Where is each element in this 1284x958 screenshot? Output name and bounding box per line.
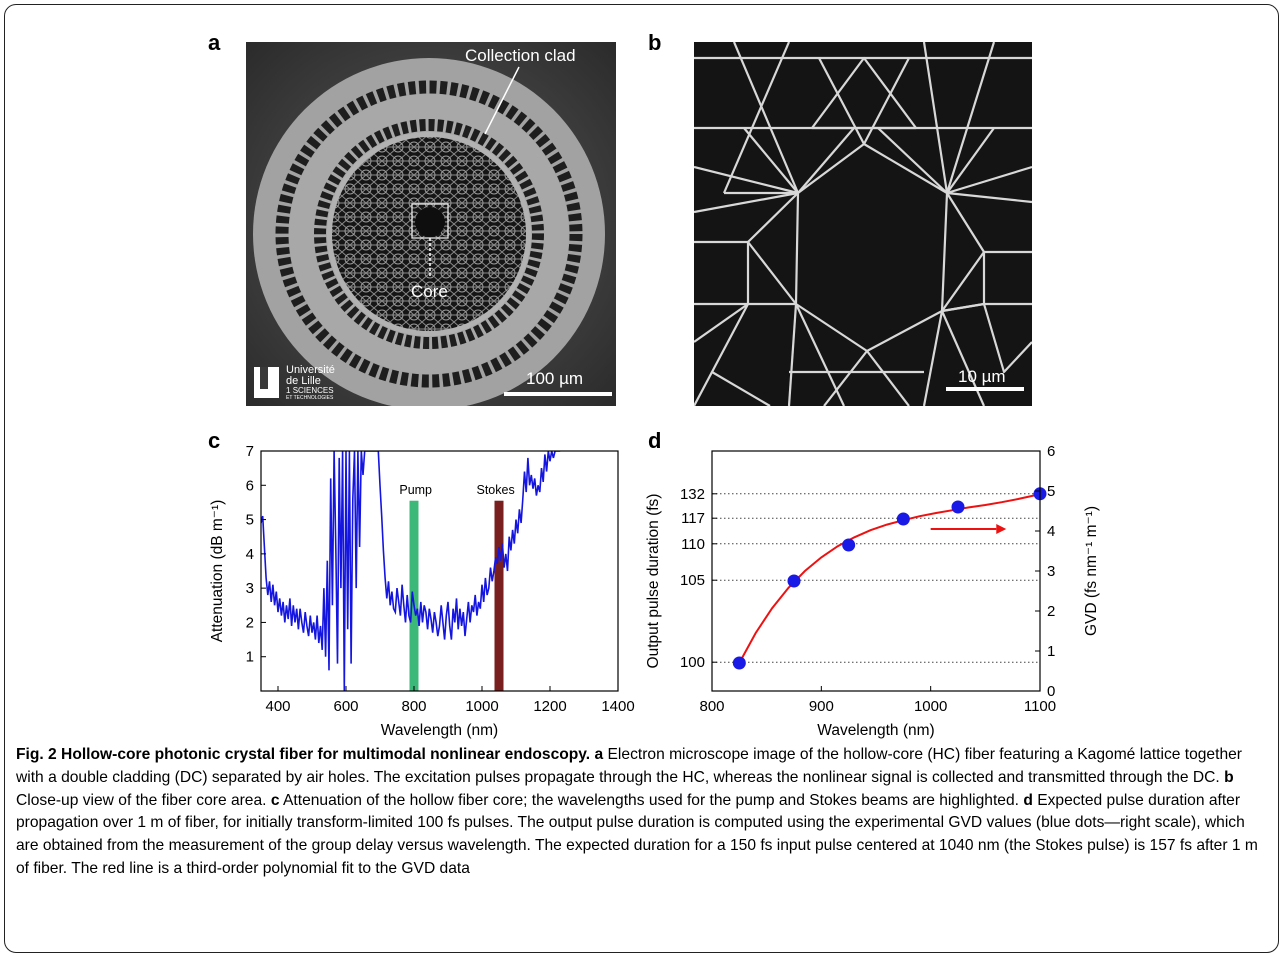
gvd-point: [951, 500, 965, 514]
scalebar-a-label: 100 µm: [526, 369, 584, 388]
y-tick-label-c: 6: [246, 477, 254, 494]
right-scale-arrow-head: [996, 524, 1007, 534]
university-logo-text: Université de Lille 1 SCIENCES ET TECHNO…: [286, 364, 335, 402]
y-tick-label-c: 1: [246, 649, 254, 666]
panel-label-c: c: [208, 428, 221, 453]
band-stokes: [494, 500, 504, 691]
scalebar-b-label: 10 µm: [958, 367, 1006, 386]
caption-b: Close-up view of the fiber core area.: [16, 791, 267, 809]
y-left-tick-label-d: 100: [680, 654, 705, 671]
scalebar-a: [504, 392, 612, 396]
polynomial-fit-line: [738, 493, 1041, 664]
y-axis-label-c: Attenuation (dB m⁻¹): [209, 500, 226, 643]
y-right-tick-label-d: 0: [1047, 683, 1055, 700]
y-tick-label-c: 5: [246, 512, 254, 529]
band-pump: [409, 500, 419, 691]
caption-d: Expected pulse duration after propagatio…: [16, 791, 1258, 877]
y-right-tick-label-d: 1: [1047, 643, 1055, 660]
core-label: Core: [411, 282, 448, 301]
gvd-point: [842, 538, 856, 552]
pump-label: Pump: [399, 483, 432, 497]
y-left-tick-label-d: 132: [680, 486, 705, 503]
stokes-label: Stokes: [476, 483, 514, 497]
y-left-tick-label-d: 117: [681, 510, 705, 527]
x-axis-label-d: Wavelength (nm): [817, 722, 934, 739]
caption-title: Fig. 2 Hollow-core photonic crystal fibe…: [16, 746, 591, 763]
x-axis-label-c: Wavelength (nm): [381, 722, 498, 739]
y-right-tick-label-d: 4: [1047, 523, 1055, 540]
scalebar-b: [946, 387, 1024, 391]
panel-label-d: d: [648, 428, 662, 453]
plot-frame-c: [260, 450, 619, 692]
fiber-sem-image: [246, 42, 616, 406]
y-right-tick-label-d: 2: [1047, 603, 1055, 620]
y-left-axis-label-d: Output pulse duration (fs): [645, 494, 662, 669]
y-tick-label-c: 4: [246, 546, 254, 563]
y-tick-label-c: 2: [246, 614, 254, 631]
x-tick-label-c: 1200: [533, 698, 566, 715]
y-right-tick-label-d: 5: [1047, 483, 1055, 500]
panel-label-a: a: [208, 30, 221, 55]
y-right-tick-label-d: 6: [1047, 443, 1055, 460]
x-tick-label-d: 1000: [914, 698, 947, 715]
figure-frame: [4, 4, 1279, 953]
y-tick-label-c: 7: [246, 443, 254, 460]
caption-a: Electron microscope image of the hollow-…: [16, 746, 1242, 786]
y-left-tick-label-d: 105: [680, 572, 705, 589]
core-closeup-image: [694, 42, 1032, 406]
attenuation-chart: 400 600 800 1000 1200 1400 1 2 3 4 5 6 7 Wavelength (…: [209, 443, 635, 739]
collection-clad-label: Collection clad: [465, 46, 576, 65]
attenuation-line: [261, 451, 561, 691]
x-tick-label-c: 600: [333, 698, 358, 715]
x-tick-label-d: 1100: [1024, 698, 1056, 715]
gvd-point: [787, 574, 801, 588]
x-tick-label-c: 1000: [465, 698, 498, 715]
figure-caption: Fig. 2 Hollow-core photonic crystal fibe…: [16, 746, 1258, 877]
clad-pointer: [484, 66, 520, 135]
caption-c: Attenuation of the hollow fiber core; th…: [283, 791, 1019, 809]
gvd-point: [896, 512, 910, 526]
x-tick-label-c: 800: [401, 698, 426, 715]
x-tick-label-d: 800: [699, 698, 724, 715]
x-tick-label-c: 400: [265, 698, 290, 715]
hollow-core: [415, 207, 445, 237]
x-tick-label-c: 1400: [601, 698, 634, 715]
gvd-point: [732, 656, 746, 670]
plot-frame-d: [711, 450, 1041, 692]
y-left-tick-label-d: 110: [681, 536, 705, 553]
panel-label-b: b: [648, 30, 662, 55]
x-tick-label-d: 900: [809, 698, 834, 715]
y-right-axis-label-d: GVD (fs nm⁻¹ m⁻¹): [1083, 506, 1100, 636]
y-tick-label-c: 3: [246, 580, 254, 597]
y-right-tick-label-d: 3: [1047, 563, 1055, 580]
